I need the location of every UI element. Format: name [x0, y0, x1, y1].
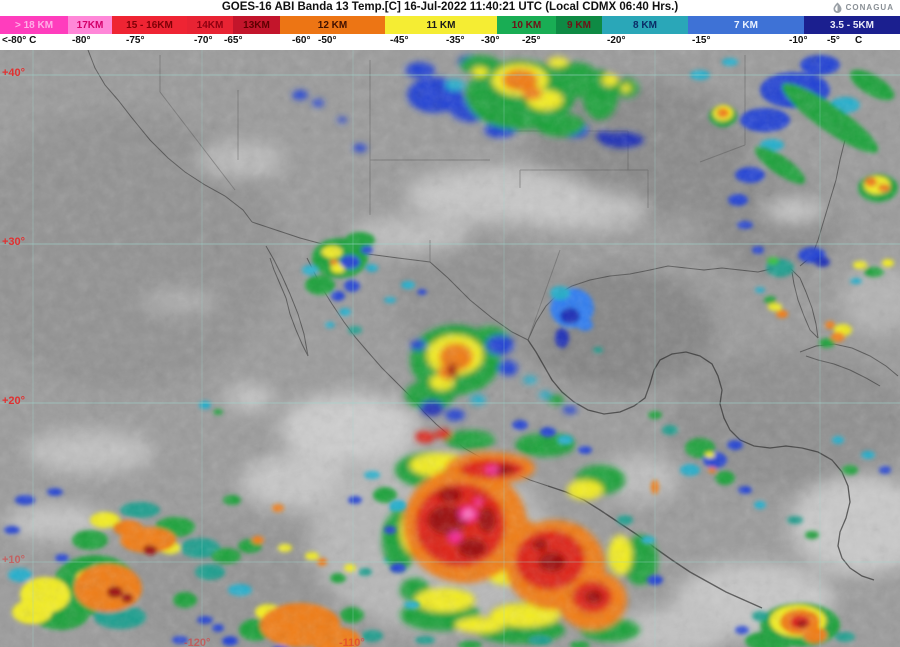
conagua-logo-icon: [833, 2, 842, 13]
conagua-logo: CONAGUA: [832, 2, 894, 13]
temp-label: -25°: [522, 35, 541, 46]
lat-label-10: +10°: [2, 554, 26, 566]
temp-label: -65°: [224, 35, 243, 46]
temp-label: -35°: [446, 35, 465, 46]
lon-label-110: -110°: [339, 637, 365, 647]
legend-segment-12km: 12 KM: [280, 16, 385, 34]
satellite-imagery: [0, 50, 900, 647]
temp-label: -45°: [390, 35, 409, 46]
legend-segment-9km: 9 KM: [556, 16, 602, 34]
lat-label-40: +40°: [2, 67, 26, 79]
legend-segment-3.5-5km: 3.5 - 5KM: [804, 16, 900, 34]
legend-segment-17km: 17KM: [68, 16, 112, 34]
temp-label: -75°: [126, 35, 145, 46]
temp-label: -70°: [194, 35, 213, 46]
altitude-color-scale: > 18 KM 17KM 15 - 16KM 14KM 13KM 12 KM 1…: [0, 16, 900, 34]
legend-segment-10km: 10 KM: [497, 16, 556, 34]
temp-label: -60°: [292, 35, 311, 46]
lat-label-30: +30°: [2, 236, 26, 248]
legend-segment-gt18km: > 18 KM: [0, 16, 68, 34]
temp-label: -30°: [481, 35, 500, 46]
legend-segment-15-16km: 15 - 16KM: [112, 16, 187, 34]
temp-label: <-80° C: [2, 35, 37, 46]
temp-label: -10°: [789, 35, 808, 46]
temp-label: C: [855, 35, 863, 46]
graticule: [0, 50, 900, 647]
temp-label: -50°: [318, 35, 337, 46]
temperature-scale: <-80° C -80° -75° -70° -65° -60° -50° -4…: [0, 34, 900, 50]
satellite-map: +40° +30° +20° +10° -120° -110°: [0, 50, 900, 647]
temp-label: -20°: [607, 35, 626, 46]
conagua-logo-text: CONAGUA: [845, 3, 894, 12]
title-bar: GOES-16 ABI Banda 13 Temp.[C] 16-Jul-202…: [0, 0, 900, 16]
temp-label: -5°: [827, 35, 840, 46]
image-noise-texture: [0, 50, 900, 647]
lat-label-20: +20°: [2, 395, 26, 407]
temp-label: -80°: [72, 35, 91, 46]
legend-segment-8km: 8 KM: [602, 16, 688, 34]
image-title: GOES-16 ABI Banda 13 Temp.[C] 16-Jul-202…: [221, 1, 679, 13]
legend-segment-7km: 7 KM: [688, 16, 804, 34]
legend-segment-14km: 14KM: [187, 16, 233, 34]
lon-label-120: -120°: [184, 637, 211, 647]
temp-label: -15°: [692, 35, 711, 46]
legend-segment-13km: 13KM: [233, 16, 280, 34]
legend-segment-11km: 11 KM: [385, 16, 497, 34]
